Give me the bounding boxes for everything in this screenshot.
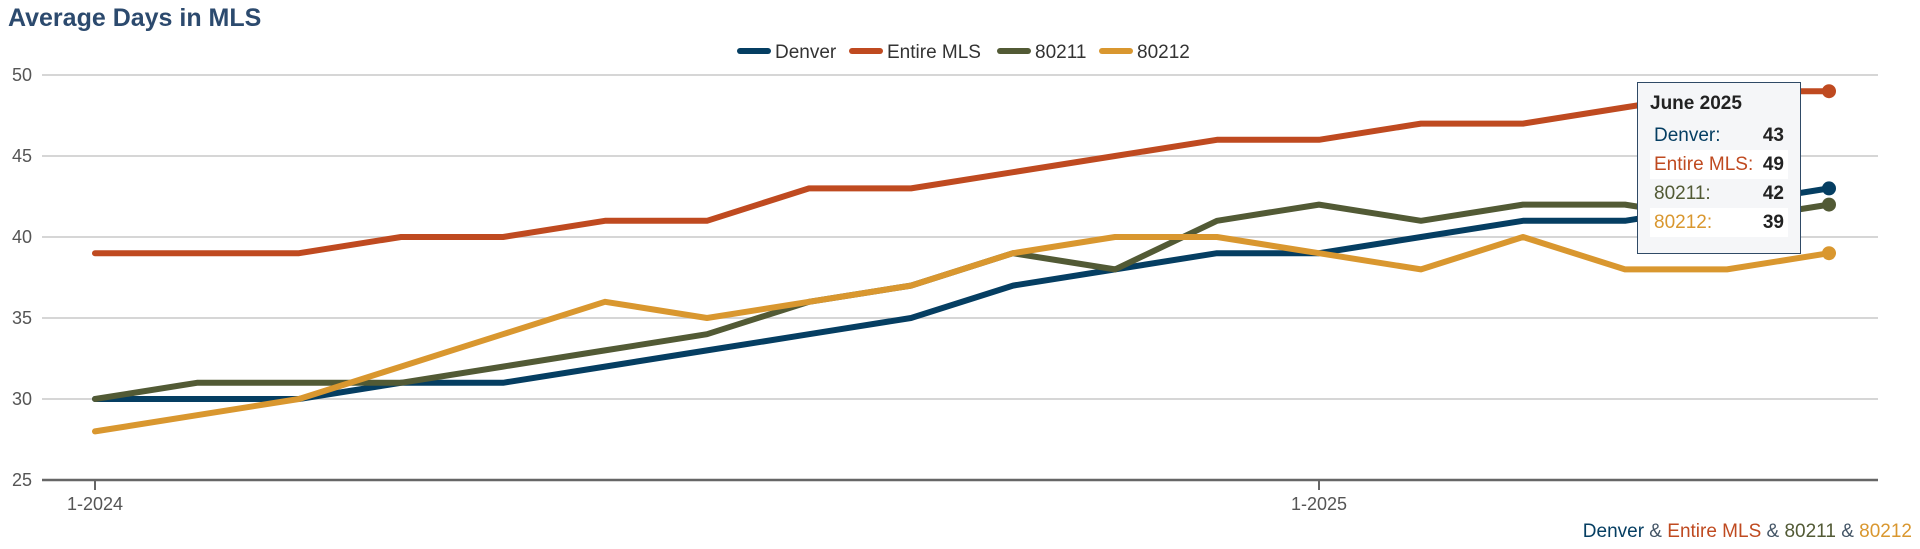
series-line-denver — [92, 185, 1832, 402]
credits-separator: & — [1644, 521, 1668, 542]
credits-separator: & — [1835, 521, 1860, 542]
tooltip-label-denver: Denver: — [1654, 125, 1721, 146]
tooltip-label-80211: 80211: — [1654, 183, 1711, 204]
legend: Denver Entire MLS 80211 80212 — [737, 42, 1190, 63]
tooltip-label-entire-mls: Entire MLS: — [1654, 154, 1754, 175]
legend-label-z80211: 80211 — [1035, 42, 1086, 63]
chart-title: Average Days in MLS — [8, 4, 262, 32]
x-tick-label: 1-2024 — [67, 494, 123, 514]
legend-label-denver: Denver — [775, 42, 837, 63]
y-tick-label: 50 — [12, 65, 32, 85]
y-tick-label: 30 — [12, 389, 32, 409]
credits-denver: Denver — [1582, 521, 1645, 542]
tooltip-row-80211: 80211: 42 — [1650, 179, 1788, 208]
y-tick-label: 35 — [12, 308, 32, 328]
series-point-z80212 — [1822, 246, 1836, 261]
series-lines — [92, 84, 1836, 435]
tooltip-row-80212: 80212: 39 — [1650, 208, 1788, 237]
x-axis-ticks: 1-2024 1-2025 — [67, 480, 1347, 514]
series-point-z80211 — [1822, 197, 1836, 212]
legend-label-z80212: 80212 — [1137, 42, 1190, 63]
tooltip-value-entire-mls: 49 — [1762, 154, 1784, 175]
tooltip-row-entire-mls: Entire MLS: 49 — [1650, 150, 1788, 179]
credits-80212: 80212 — [1859, 521, 1912, 542]
series-point-entire_mls — [1822, 84, 1836, 99]
credits-separator: & — [1761, 521, 1785, 542]
series-line-entire_mls — [92, 88, 1832, 257]
legend-label-entire_mls: Entire MLS — [887, 42, 981, 63]
tooltip-value-80211: 42 — [1762, 183, 1784, 204]
credits: Denver & Entire MLS & 80211 & 80212 — [1583, 521, 1912, 543]
tooltip-row-denver: Denver: 43 — [1650, 121, 1788, 150]
y-tick-label: 25 — [12, 470, 32, 490]
y-tick-label: 40 — [12, 227, 32, 247]
tooltip-label-80212: 80212: — [1654, 212, 1713, 233]
y-axis-ticks: 25 30 35 40 45 50 — [12, 65, 32, 490]
credits-entire-mls: Entire MLS — [1667, 521, 1762, 542]
y-tick-label: 45 — [12, 146, 32, 166]
series-line-z80212 — [92, 234, 1832, 435]
tooltip: June 2025 Denver: 43 Entire MLS: 49 8021… — [1637, 82, 1801, 254]
tooltip-value-denver: 43 — [1762, 125, 1784, 146]
credits-80211: 80211 — [1784, 521, 1836, 542]
grid-lines — [42, 74, 1878, 482]
tooltip-title: June 2025 — [1650, 93, 1742, 114]
tooltip-value-80212: 39 — [1762, 212, 1784, 233]
series-point-denver — [1822, 181, 1836, 196]
x-tick-label: 1-2025 — [1291, 494, 1347, 514]
